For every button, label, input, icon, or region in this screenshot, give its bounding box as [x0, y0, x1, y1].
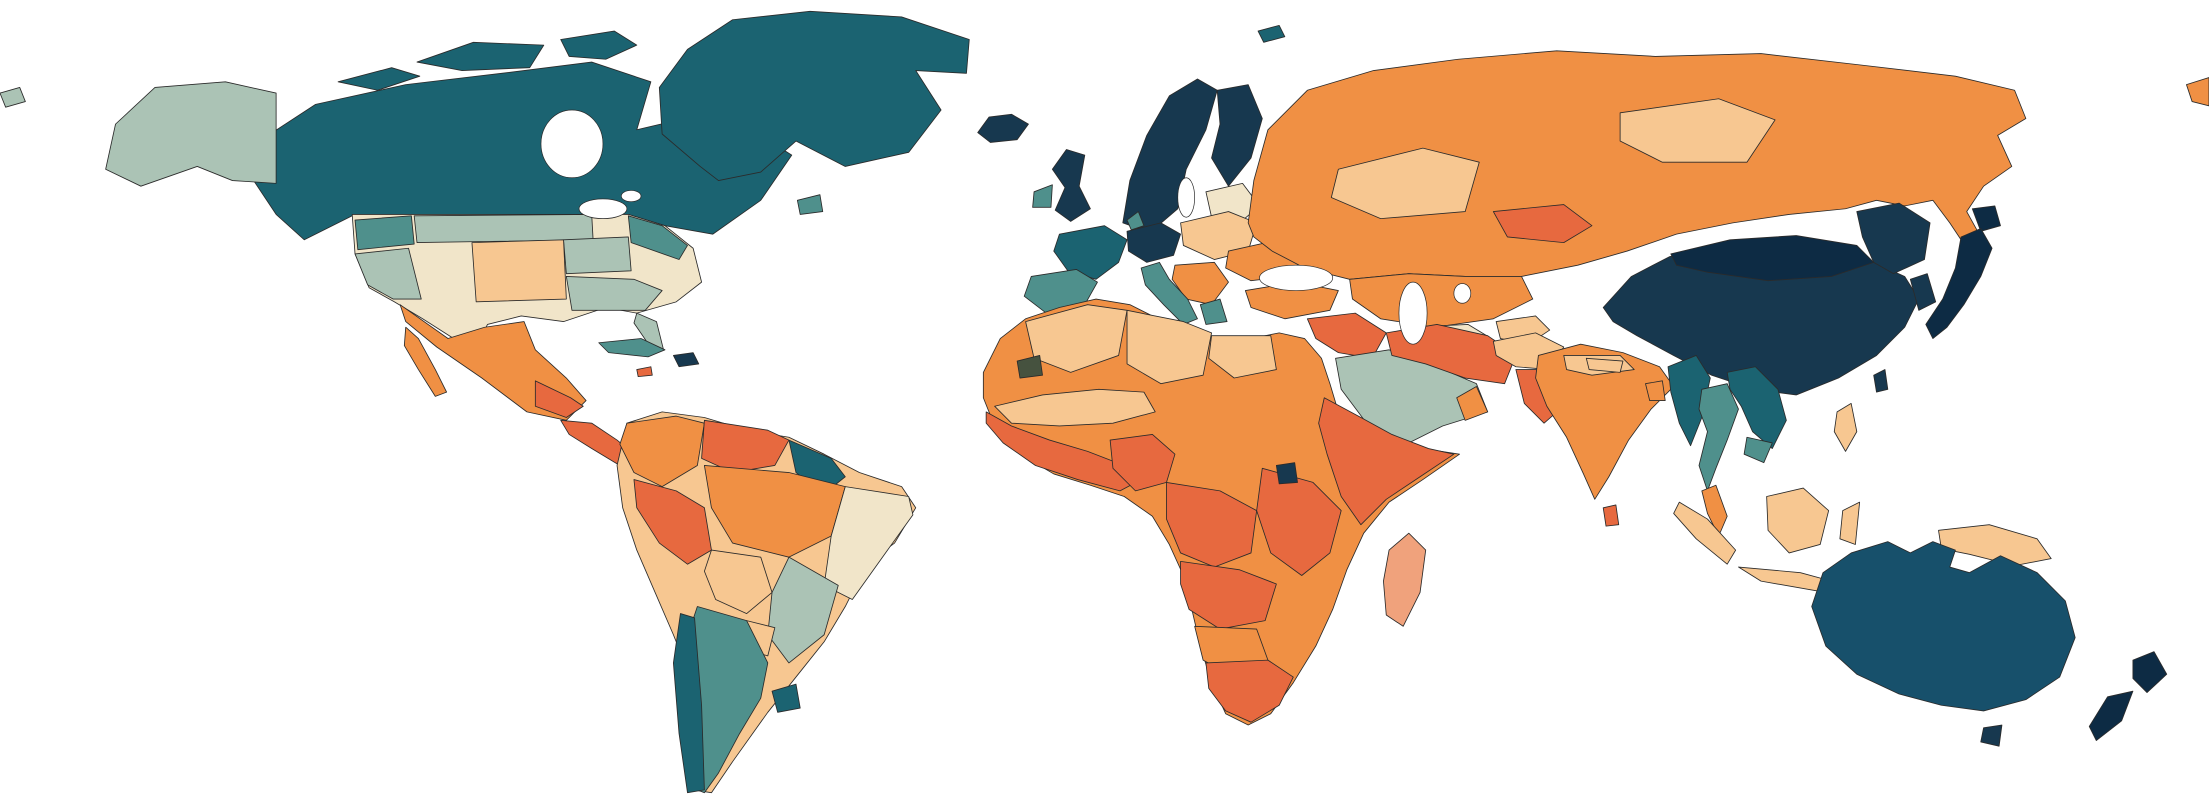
region-arctic-island-3	[337, 67, 421, 91]
region-usa-california	[354, 247, 422, 300]
region-tasmania	[1980, 724, 2003, 747]
region-australia	[1811, 541, 2076, 712]
region-mexico-south	[534, 380, 584, 418]
aral-sea-water	[1453, 283, 1472, 304]
region-taiwan	[1873, 369, 1889, 393]
region-oman	[1456, 386, 1489, 421]
region-western-sahara	[1016, 355, 1043, 379]
region-sulawesi	[1839, 501, 1861, 545]
great-lakes-water-2	[620, 190, 642, 203]
region-sri-lanka	[1602, 504, 1620, 527]
region-baja-california	[403, 326, 448, 397]
region-kazakhstan	[1349, 273, 1534, 328]
region-cuba	[598, 338, 666, 358]
region-brazil-northeast	[823, 486, 914, 600]
region-east-africa	[1256, 467, 1342, 576]
region-greenland	[658, 10, 970, 181]
region-ireland	[1032, 184, 1053, 208]
region-nepal	[1585, 357, 1624, 373]
region-libya	[1126, 309, 1212, 385]
region-colombia	[619, 415, 705, 488]
region-new-zealand-south	[2088, 690, 2134, 741]
great-lakes-water-1	[578, 198, 628, 219]
region-new-zealand-north	[2132, 651, 2168, 693]
baltic-sea-water	[1177, 177, 1196, 218]
region-wrap-aleutian	[0, 87, 26, 108]
region-madagascar	[1383, 532, 1427, 627]
region-thailand	[1698, 383, 1739, 492]
region-sumatra	[1673, 501, 1737, 565]
region-france	[1053, 225, 1128, 280]
region-borneo	[1766, 487, 1830, 554]
region-mongolia	[1670, 235, 1875, 282]
region-japan	[1925, 228, 1993, 339]
region-russia-siberia-patch	[1619, 98, 1776, 163]
region-venezuela	[701, 419, 790, 473]
region-denmark	[1126, 211, 1145, 231]
region-alaska	[105, 81, 277, 187]
region-newfoundland	[796, 194, 824, 215]
region-india	[1535, 343, 1675, 500]
region-italy	[1140, 261, 1198, 325]
caspian-sea-water	[1398, 281, 1428, 345]
region-uk	[1051, 149, 1091, 222]
region-uruguay	[771, 683, 801, 713]
region-egypt	[1208, 335, 1277, 379]
region-usa-northeast	[627, 215, 688, 260]
region-arctic-island-1	[416, 41, 545, 71]
region-norway-sweden	[1122, 78, 1218, 229]
region-jamaica	[636, 366, 653, 378]
region-chile	[672, 613, 705, 794]
region-bolivia	[703, 549, 773, 615]
region-angola-zambia	[1180, 560, 1277, 630]
region-bangladesh	[1645, 380, 1666, 402]
region-usa-midwest	[563, 236, 632, 275]
black-sea-water	[1259, 264, 1334, 291]
region-korea	[1909, 273, 1937, 311]
region-wrap-chukotka	[2186, 77, 2209, 107]
region-russia-south-patch	[1492, 204, 1593, 244]
region-peru	[633, 479, 712, 565]
region-hispaniola	[672, 352, 700, 368]
region-usa-southeast	[565, 276, 663, 311]
region-usa-pacific-northwest	[354, 215, 415, 251]
region-svalbard	[1257, 24, 1286, 43]
region-iraq-syria	[1306, 312, 1387, 359]
region-brazil-west	[703, 465, 846, 558]
region-sahel-band	[994, 388, 1156, 427]
region-vietnam-laos	[1726, 366, 1787, 449]
region-iceland	[977, 113, 1029, 143]
hudson-bay-water	[540, 109, 604, 179]
region-south-africa	[1205, 659, 1294, 723]
region-lake-victoria-region	[1275, 462, 1298, 485]
region-myanmar	[1667, 355, 1711, 447]
region-philippines	[1833, 402, 1858, 452]
region-cambodia	[1743, 436, 1773, 464]
region-finland	[1211, 84, 1263, 187]
region-drc	[1166, 481, 1258, 568]
region-arctic-island-2	[560, 30, 638, 60]
region-horn-of-africa	[1318, 397, 1455, 526]
region-hokkaido	[1971, 205, 2001, 232]
region-malay-peninsula	[1701, 484, 1728, 537]
region-russia-west-patch	[1330, 147, 1480, 220]
region-usa-plains	[471, 239, 567, 303]
region-central-europe	[1126, 222, 1181, 263]
region-greece	[1199, 298, 1228, 325]
region-manchuria	[1856, 202, 1931, 275]
region-usa-northern-tier	[413, 213, 594, 244]
